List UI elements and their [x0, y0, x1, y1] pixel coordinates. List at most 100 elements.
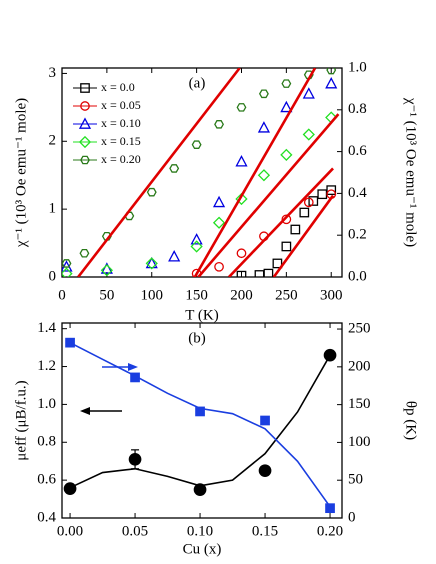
- marker: [280, 100, 293, 113]
- marker: [145, 256, 158, 269]
- y-tick-label: 3: [49, 65, 57, 81]
- legend-marker: [80, 83, 90, 93]
- y-tick-label: 1: [49, 201, 57, 217]
- y2-tick-label: 250: [348, 320, 371, 336]
- marker: [235, 155, 248, 167]
- marker: [326, 185, 337, 195]
- y2-tick-label: 0: [348, 509, 356, 525]
- x-tick-label: 0: [58, 287, 66, 303]
- legend-label: x = 0.10: [101, 116, 141, 130]
- marker: [63, 482, 77, 496]
- panel-label: (a): [189, 75, 206, 91]
- y2-tick-label: 0.0: [348, 268, 367, 284]
- marker: [169, 164, 180, 173]
- marker: [195, 406, 205, 417]
- marker: [302, 87, 315, 99]
- x-tick-label: 0.15: [252, 523, 278, 539]
- marker: [214, 261, 224, 272]
- y-axis-title: χ⁻¹ (10³ Oe emu⁻¹ mole): [13, 98, 29, 248]
- y2-tick-label: 200: [348, 358, 371, 374]
- fit-line: [272, 194, 335, 277]
- marker: [303, 70, 314, 80]
- y-tick-label: 0: [49, 268, 57, 284]
- fit-line: [193, 68, 317, 277]
- marker: [100, 264, 113, 277]
- y2-tick-label: 0.6: [348, 143, 367, 159]
- x-tick-label: 50: [99, 287, 114, 303]
- x-tick-label: 150: [185, 287, 208, 303]
- marker: [212, 216, 226, 229]
- marker: [193, 483, 207, 496]
- marker: [280, 148, 293, 161]
- marker: [145, 257, 158, 270]
- plot-area: [63, 337, 337, 514]
- marker: [128, 452, 142, 466]
- marker: [325, 77, 338, 89]
- x-tick-label: 0.20: [317, 523, 343, 539]
- marker: [302, 128, 315, 141]
- x-tick-label: 100: [140, 287, 163, 303]
- marker: [260, 415, 270, 426]
- legend-marker: [80, 155, 90, 165]
- marker: [326, 68, 337, 75]
- fit-line: [227, 167, 334, 277]
- marker: [258, 464, 272, 478]
- plot: 0 50 100 150 200 250 300 0 1 2 3 0.0 0.2 0.4 0.6 0.8 1.0…: [13, 59, 418, 323]
- fit-line: [69, 341, 331, 508]
- legend-marker: [78, 135, 92, 149]
- x-axis-title: T (K): [185, 307, 218, 323]
- marker: [290, 224, 301, 235]
- marker: [281, 241, 292, 252]
- marker: [325, 503, 335, 514]
- legend-label: x = 0.20: [101, 152, 141, 166]
- fit-line: [69, 354, 331, 489]
- y2-tick-label: 0.8: [348, 101, 367, 117]
- arrow: [80, 363, 138, 415]
- marker: [235, 192, 248, 206]
- x-tick-label: 300: [320, 287, 343, 303]
- marker: [299, 207, 310, 218]
- marker: [101, 231, 112, 241]
- x-tick-label: 0.05: [122, 523, 148, 539]
- marker: [236, 103, 247, 112]
- marker: [257, 121, 271, 133]
- plot-area: [62, 68, 340, 277]
- y2-tick-label: 0.4: [348, 185, 367, 201]
- y-tick-label: 1.0: [37, 396, 56, 412]
- marker: [258, 89, 269, 99]
- y2-axis-title: θp (K): [403, 401, 419, 440]
- marker: [190, 240, 203, 253]
- panel-label: (b): [188, 330, 206, 346]
- legend-label: x = 0.05: [101, 98, 141, 112]
- x-tick-label: 0.10: [187, 523, 213, 539]
- plot-frame: [61, 322, 343, 519]
- marker: [257, 169, 271, 182]
- y2-tick-label: 0.2: [348, 227, 367, 243]
- marker: [236, 248, 247, 259]
- x-axis-title: Cu (x): [183, 541, 222, 557]
- y-tick-label: 1.4: [37, 320, 56, 336]
- legend-marker: [80, 101, 90, 111]
- legend-marker: [78, 117, 92, 129]
- marker: [79, 248, 90, 258]
- marker: [168, 250, 181, 262]
- plot: 0.00 0.05 0.10 0.15 0.20 0.4 0.6 0.8 1.0 1.2 1.4 0 5…: [13, 320, 418, 557]
- y-tick-label: 1.2: [37, 358, 56, 374]
- y-tick-label: 0.4: [37, 509, 56, 525]
- y2-tick-label: 50: [348, 472, 363, 488]
- marker: [62, 259, 72, 268]
- marker: [272, 258, 283, 269]
- marker: [263, 268, 274, 277]
- marker: [281, 79, 292, 88]
- y-axis-title: μeff (μB/f.u.): [13, 380, 29, 460]
- marker: [212, 195, 226, 208]
- marker: [62, 267, 73, 277]
- marker: [303, 197, 314, 208]
- fit-line: [77, 68, 241, 277]
- fit-line: [197, 113, 340, 277]
- legend-label: x = 0.0: [101, 80, 135, 94]
- y2-tick-label: 1.0: [348, 59, 367, 75]
- y-tick-label: 0.8: [37, 434, 56, 450]
- marker: [254, 270, 265, 277]
